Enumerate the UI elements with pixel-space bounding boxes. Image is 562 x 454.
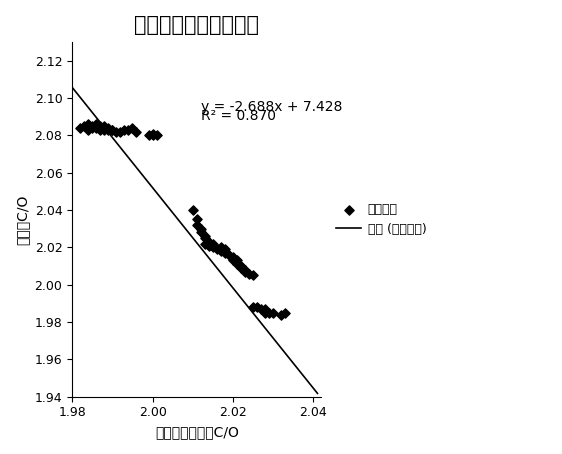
拟合数据 [241, 266, 250, 273]
拟合数据 [269, 309, 278, 316]
拟合数据 [209, 240, 217, 247]
拟合数据 [237, 262, 246, 270]
Text: y = -2.688x + 7.428: y = -2.688x + 7.428 [201, 100, 342, 114]
拟合数据 [220, 246, 229, 253]
拟合数据 [112, 128, 121, 135]
拟合数据 [233, 257, 242, 264]
拟合数据 [244, 270, 253, 277]
拟合数据 [205, 238, 214, 246]
Text: R² = 0.870: R² = 0.870 [201, 109, 276, 123]
拟合数据 [148, 132, 157, 139]
拟合数据 [224, 251, 233, 258]
拟合数据 [192, 222, 201, 229]
Title: 砾石充填影响校正方法: 砾石充填影响校正方法 [134, 15, 259, 35]
拟合数据 [128, 124, 137, 132]
拟合数据 [108, 126, 117, 133]
拟合数据 [237, 264, 246, 271]
拟合数据 [192, 216, 201, 223]
拟合数据 [229, 257, 238, 264]
拟合数据 [216, 247, 225, 255]
拟合数据 [120, 126, 129, 133]
拟合数据 [84, 121, 93, 128]
拟合数据 [100, 126, 109, 133]
拟合数据 [201, 234, 210, 242]
拟合数据 [92, 124, 101, 132]
拟合数据 [257, 306, 266, 313]
拟合数据 [277, 311, 285, 318]
拟合数据 [261, 306, 270, 313]
拟合数据 [108, 126, 117, 133]
拟合数据 [196, 229, 205, 236]
拟合数据 [124, 126, 133, 133]
拟合数据 [201, 232, 210, 240]
拟合数据 [201, 240, 210, 247]
拟合数据 [88, 124, 97, 132]
拟合数据 [209, 244, 217, 251]
拟合数据 [96, 123, 105, 130]
拟合数据 [80, 123, 89, 130]
拟合数据 [104, 124, 113, 132]
拟合数据 [281, 309, 290, 316]
拟合数据 [76, 124, 85, 132]
拟合数据 [261, 309, 270, 316]
拟合数据 [104, 126, 113, 133]
拟合数据 [248, 272, 257, 279]
拟合数据 [100, 123, 109, 130]
拟合数据 [265, 309, 274, 316]
拟合数据 [220, 249, 229, 257]
拟合数据 [148, 130, 157, 137]
拟合数据 [84, 126, 93, 133]
拟合数据 [88, 123, 97, 130]
拟合数据 [212, 246, 221, 253]
拟合数据 [233, 261, 242, 268]
拟合数据 [253, 304, 262, 311]
拟合数据 [188, 207, 197, 214]
Y-axis label: 标准层C/O: 标准层C/O [15, 194, 29, 245]
拟合数据 [152, 132, 161, 139]
拟合数据 [241, 268, 250, 275]
拟合数据 [248, 304, 257, 311]
X-axis label: 受砾石充填影响C/O: 受砾石充填影响C/O [155, 425, 239, 439]
Legend: 拟合数据, 线性 (拟合数据): 拟合数据, 线性 (拟合数据) [330, 197, 433, 242]
拟合数据 [116, 128, 125, 135]
拟合数据 [144, 132, 153, 139]
拟合数据 [196, 225, 205, 232]
拟合数据 [132, 128, 141, 135]
拟合数据 [216, 244, 225, 251]
拟合数据 [92, 121, 101, 128]
拟合数据 [229, 253, 238, 261]
拟合数据 [96, 126, 105, 133]
拟合数据 [205, 242, 214, 249]
